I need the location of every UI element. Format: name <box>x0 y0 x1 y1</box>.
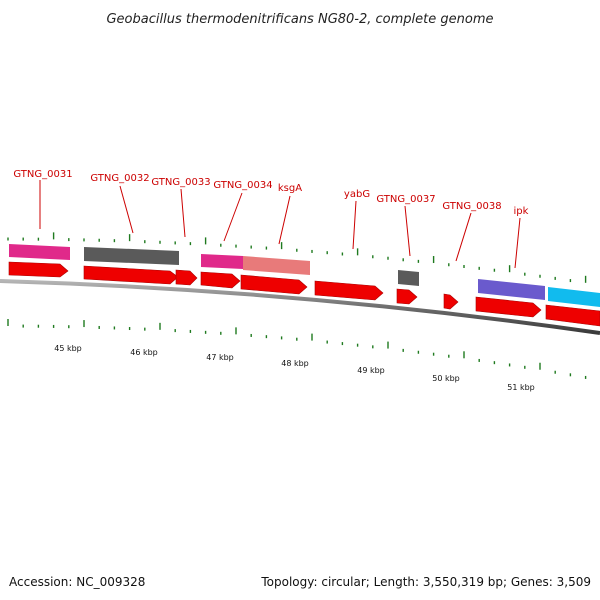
label-leaders <box>39 180 521 269</box>
feature-gtng-0034[interactable] <box>201 254 243 269</box>
inner-ticks <box>7 319 587 379</box>
cds-arrow[interactable] <box>545 304 600 327</box>
cds-arrow[interactable] <box>240 274 308 295</box>
feature-ksga[interactable] <box>243 256 310 275</box>
gene-label[interactable]: GTNG_0031 <box>13 169 72 180</box>
map-title: Geobacillus thermodenitrificans NG80-2, … <box>106 12 493 27</box>
gene-label[interactable]: GTNG_0038 <box>442 201 501 212</box>
gene-label[interactable]: GTNG_0037 <box>376 194 435 205</box>
kbp-label: 50 kbp <box>432 374 460 383</box>
feature-gtng-0032[interactable] <box>84 247 179 265</box>
feature-gtng-0038[interactable] <box>478 279 545 300</box>
gene-label[interactable]: yabG <box>344 189 370 200</box>
gene-label[interactable]: GTNG_0032 <box>90 173 149 184</box>
kbp-labels: 45 kbp 46 kbp 47 kbp 48 kbp 49 kbp 50 kb… <box>54 344 535 392</box>
backbone <box>0 279 600 335</box>
kbp-label: 48 kbp <box>281 359 309 368</box>
outer-ticks <box>7 232 587 283</box>
genome-summary-text: Topology: circular; Length: 3,550,319 bp… <box>260 575 591 589</box>
gene-label[interactable]: ipk <box>514 206 529 217</box>
kbp-label: 51 kbp <box>507 383 535 392</box>
feature-ipk[interactable] <box>548 287 600 307</box>
kbp-label: 49 kbp <box>357 366 385 375</box>
accession-text: Accession: NC_009328 <box>9 575 145 589</box>
gene-label[interactable]: GTNG_0034 <box>213 180 272 191</box>
cds-arrow[interactable] <box>314 280 384 301</box>
feature-gtng-0037[interactable] <box>398 270 419 286</box>
cds-track <box>8 261 600 327</box>
cds-arrow[interactable] <box>475 296 542 318</box>
gene-label[interactable]: GTNG_0033 <box>151 177 210 188</box>
cds-arrow[interactable] <box>175 269 198 286</box>
cds-arrow[interactable] <box>200 271 241 289</box>
gene-labels: GTNG_0031 GTNG_0032 GTNG_0033 GTNG_0034 … <box>13 169 528 217</box>
gene-label[interactable]: ksgA <box>278 183 302 194</box>
cds-arrow[interactable] <box>443 293 459 310</box>
feature-gtng-0031[interactable] <box>9 244 70 260</box>
cds-arrow[interactable] <box>8 261 69 278</box>
cds-arrow[interactable] <box>396 288 418 305</box>
kbp-label: 46 kbp <box>130 348 158 357</box>
feature-track <box>9 244 600 307</box>
kbp-label: 45 kbp <box>54 344 82 353</box>
kbp-label: 47 kbp <box>206 353 234 362</box>
cds-arrow[interactable] <box>83 265 179 285</box>
